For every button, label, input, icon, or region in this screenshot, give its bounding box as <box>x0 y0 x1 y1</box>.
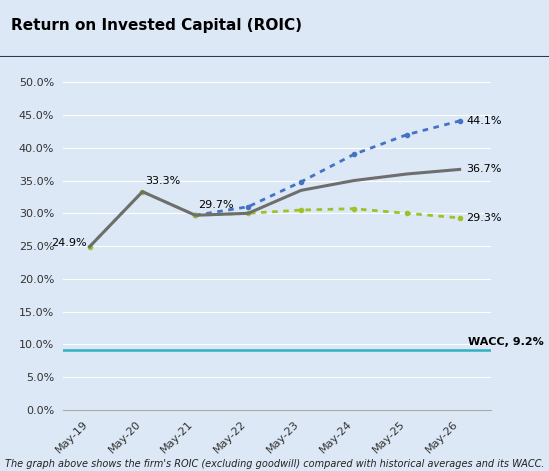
Text: 29.7%: 29.7% <box>198 200 233 210</box>
Text: 33.3%: 33.3% <box>145 177 180 187</box>
Text: Return on Invested Capital (ROIC): Return on Invested Capital (ROIC) <box>11 18 302 33</box>
Text: WACC, 9.2%: WACC, 9.2% <box>468 337 544 347</box>
Text: 29.3%: 29.3% <box>466 213 501 223</box>
Text: 24.9%: 24.9% <box>51 238 87 248</box>
Text: 44.1%: 44.1% <box>466 116 501 126</box>
Text: The graph above shows the firm's ROIC (excluding goodwill) compared with histori: The graph above shows the firm's ROIC (e… <box>5 459 545 469</box>
Text: 36.7%: 36.7% <box>466 164 501 174</box>
